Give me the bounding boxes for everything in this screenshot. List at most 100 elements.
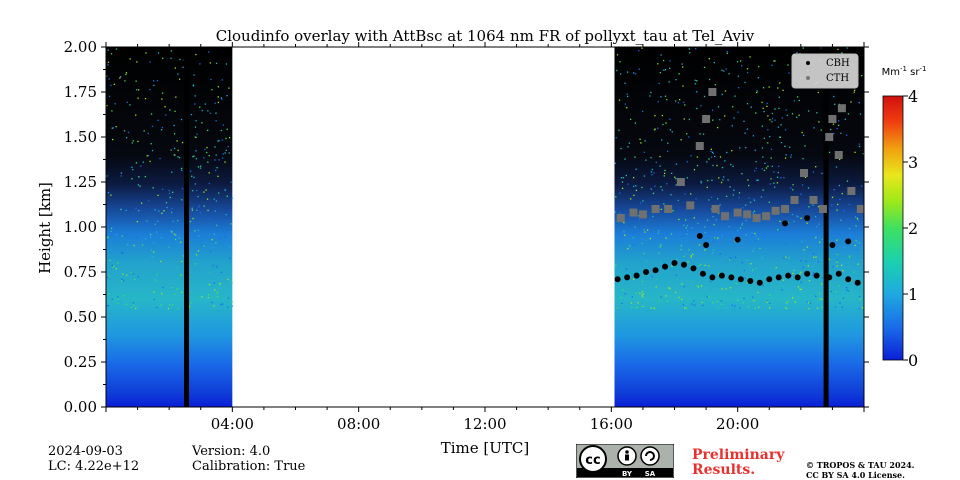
marker-cbh [845,276,852,283]
marker-cbh [671,260,678,266]
colorbar-scale [882,95,904,361]
marker-cth [616,214,625,222]
marker-cth [799,169,808,177]
marker-cth [721,212,730,221]
marker-cbh [699,270,706,277]
marker-cbh [680,261,687,268]
marker-cbh [728,274,735,281]
marker-cbh [737,276,744,283]
cc-sa-label: SA [645,470,656,478]
marker-cbh [766,276,773,283]
y-tick-label: 1.75 [64,83,97,101]
marker-cth [733,208,742,217]
marker-cbh [854,279,861,286]
marker-cbh [775,274,782,281]
marker-cth [651,205,660,213]
preliminary-results-text: Preliminary Results. [692,447,785,478]
backscatter-field [614,47,864,407]
marker-cbh [794,274,801,281]
colorbar-tick-label: 1 [908,285,918,304]
marker-cbh [734,236,741,243]
colorbar-tick-label: 0 [908,351,918,370]
marker-cth [743,210,752,219]
marker-cbh [813,272,820,279]
marker-cbh [662,263,669,270]
marker-cth [708,88,717,96]
backscatter-noise [106,48,234,310]
legend-marker-cbh [806,61,810,65]
x-axis: 04:00 08:00 12:00 16:00 20:00 [105,42,865,433]
copyright-line-1: © TROPOS & TAU 2024. [806,460,915,470]
series-cth [616,88,864,222]
legend: CBH CTH [791,53,859,89]
colorbar-label: Mm-1 sr-1 [882,65,927,78]
legend-label-cbh: CBH [826,58,850,69]
x-tick-label: 08:00 [337,415,380,433]
colorbar-tick-label: 3 [908,153,918,172]
backscatter-field [106,47,233,407]
no-signal-column [184,47,190,407]
marker-cth [711,205,720,213]
marker-cth [629,208,638,217]
marker-cth [818,205,827,213]
y-tick-label: 0.75 [64,263,97,281]
marker-cth [834,151,843,159]
x-tick-label: 04:00 [211,415,254,433]
marker-cth [790,196,799,204]
cc-by-sa-badge-icon: cc BY SA [576,444,674,478]
marker-cbh [747,278,754,284]
x-axis-label: Time [UTC] [441,439,530,457]
plot-area [106,47,864,407]
info-left: 2024-09-03 LC: 4.22e+12 [48,444,139,474]
y-tick-label: 0.25 [64,353,97,371]
y-axis: 0.00 0.25 0.50 0.75 1.00 1.25 1.50 1.75 2.00 [64,38,869,416]
marker-cbh [696,233,703,239]
marker-cbh [835,270,842,277]
marker-cbh [756,279,763,286]
marker-cth [847,187,856,195]
no-signal-column [823,47,829,407]
marker-cth [837,104,846,113]
y-tick-label: 0.50 [64,308,97,326]
marker-cbh [614,276,621,283]
y-tick-label: 1.50 [64,128,97,146]
marker-cth [638,210,647,219]
series-cbh [614,215,861,286]
marker-cbh [643,269,650,275]
info-middle: Version: 4.0 Calibration: True [192,444,305,474]
date-text: 2024-09-03 [48,444,123,459]
marker-cth [664,205,673,213]
x-tick-label: 16:00 [590,415,633,433]
marker-cth [686,201,695,210]
copyright-line-2: CC BY SA 4.0 License. [806,470,905,480]
chart-title: Cloudinfo overlay with AttBsc at 1064 nm… [216,27,755,45]
x-tick-label: 20:00 [716,415,759,433]
y-tick-label: 0.00 [64,398,97,416]
y-tick-label: 1.25 [64,173,97,191]
copyright-text: © TROPOS & TAU 2024. CC BY SA 4.0 Licens… [806,460,956,480]
y-tick-label: 2.00 [64,38,97,56]
marker-cbh [782,220,789,227]
svg-text:cc: cc [585,453,600,468]
marker-cbh [826,274,833,281]
cc-by-label: BY [622,470,633,478]
marker-cbh [804,215,811,221]
marker-cth [702,115,711,123]
marker-cth [762,212,771,221]
colorbar-tick-label: 4 [908,87,918,106]
marker-cth [828,115,837,123]
x-tick-label: 12:00 [463,415,506,433]
y-tick-label: 1.00 [64,218,97,236]
calibration-text: Calibration: True [192,459,306,474]
y-axis-label: Height [km] [36,182,54,274]
marker-cbh [624,274,631,281]
marker-cth [825,133,834,141]
marker-cbh [709,274,716,281]
colorbar-tick-label: 2 [908,219,918,238]
marker-cbh [652,267,659,274]
marker-cbh [703,242,710,248]
marker-cbh [845,238,852,245]
marker-cth [856,205,864,213]
marker-cth [809,196,818,204]
